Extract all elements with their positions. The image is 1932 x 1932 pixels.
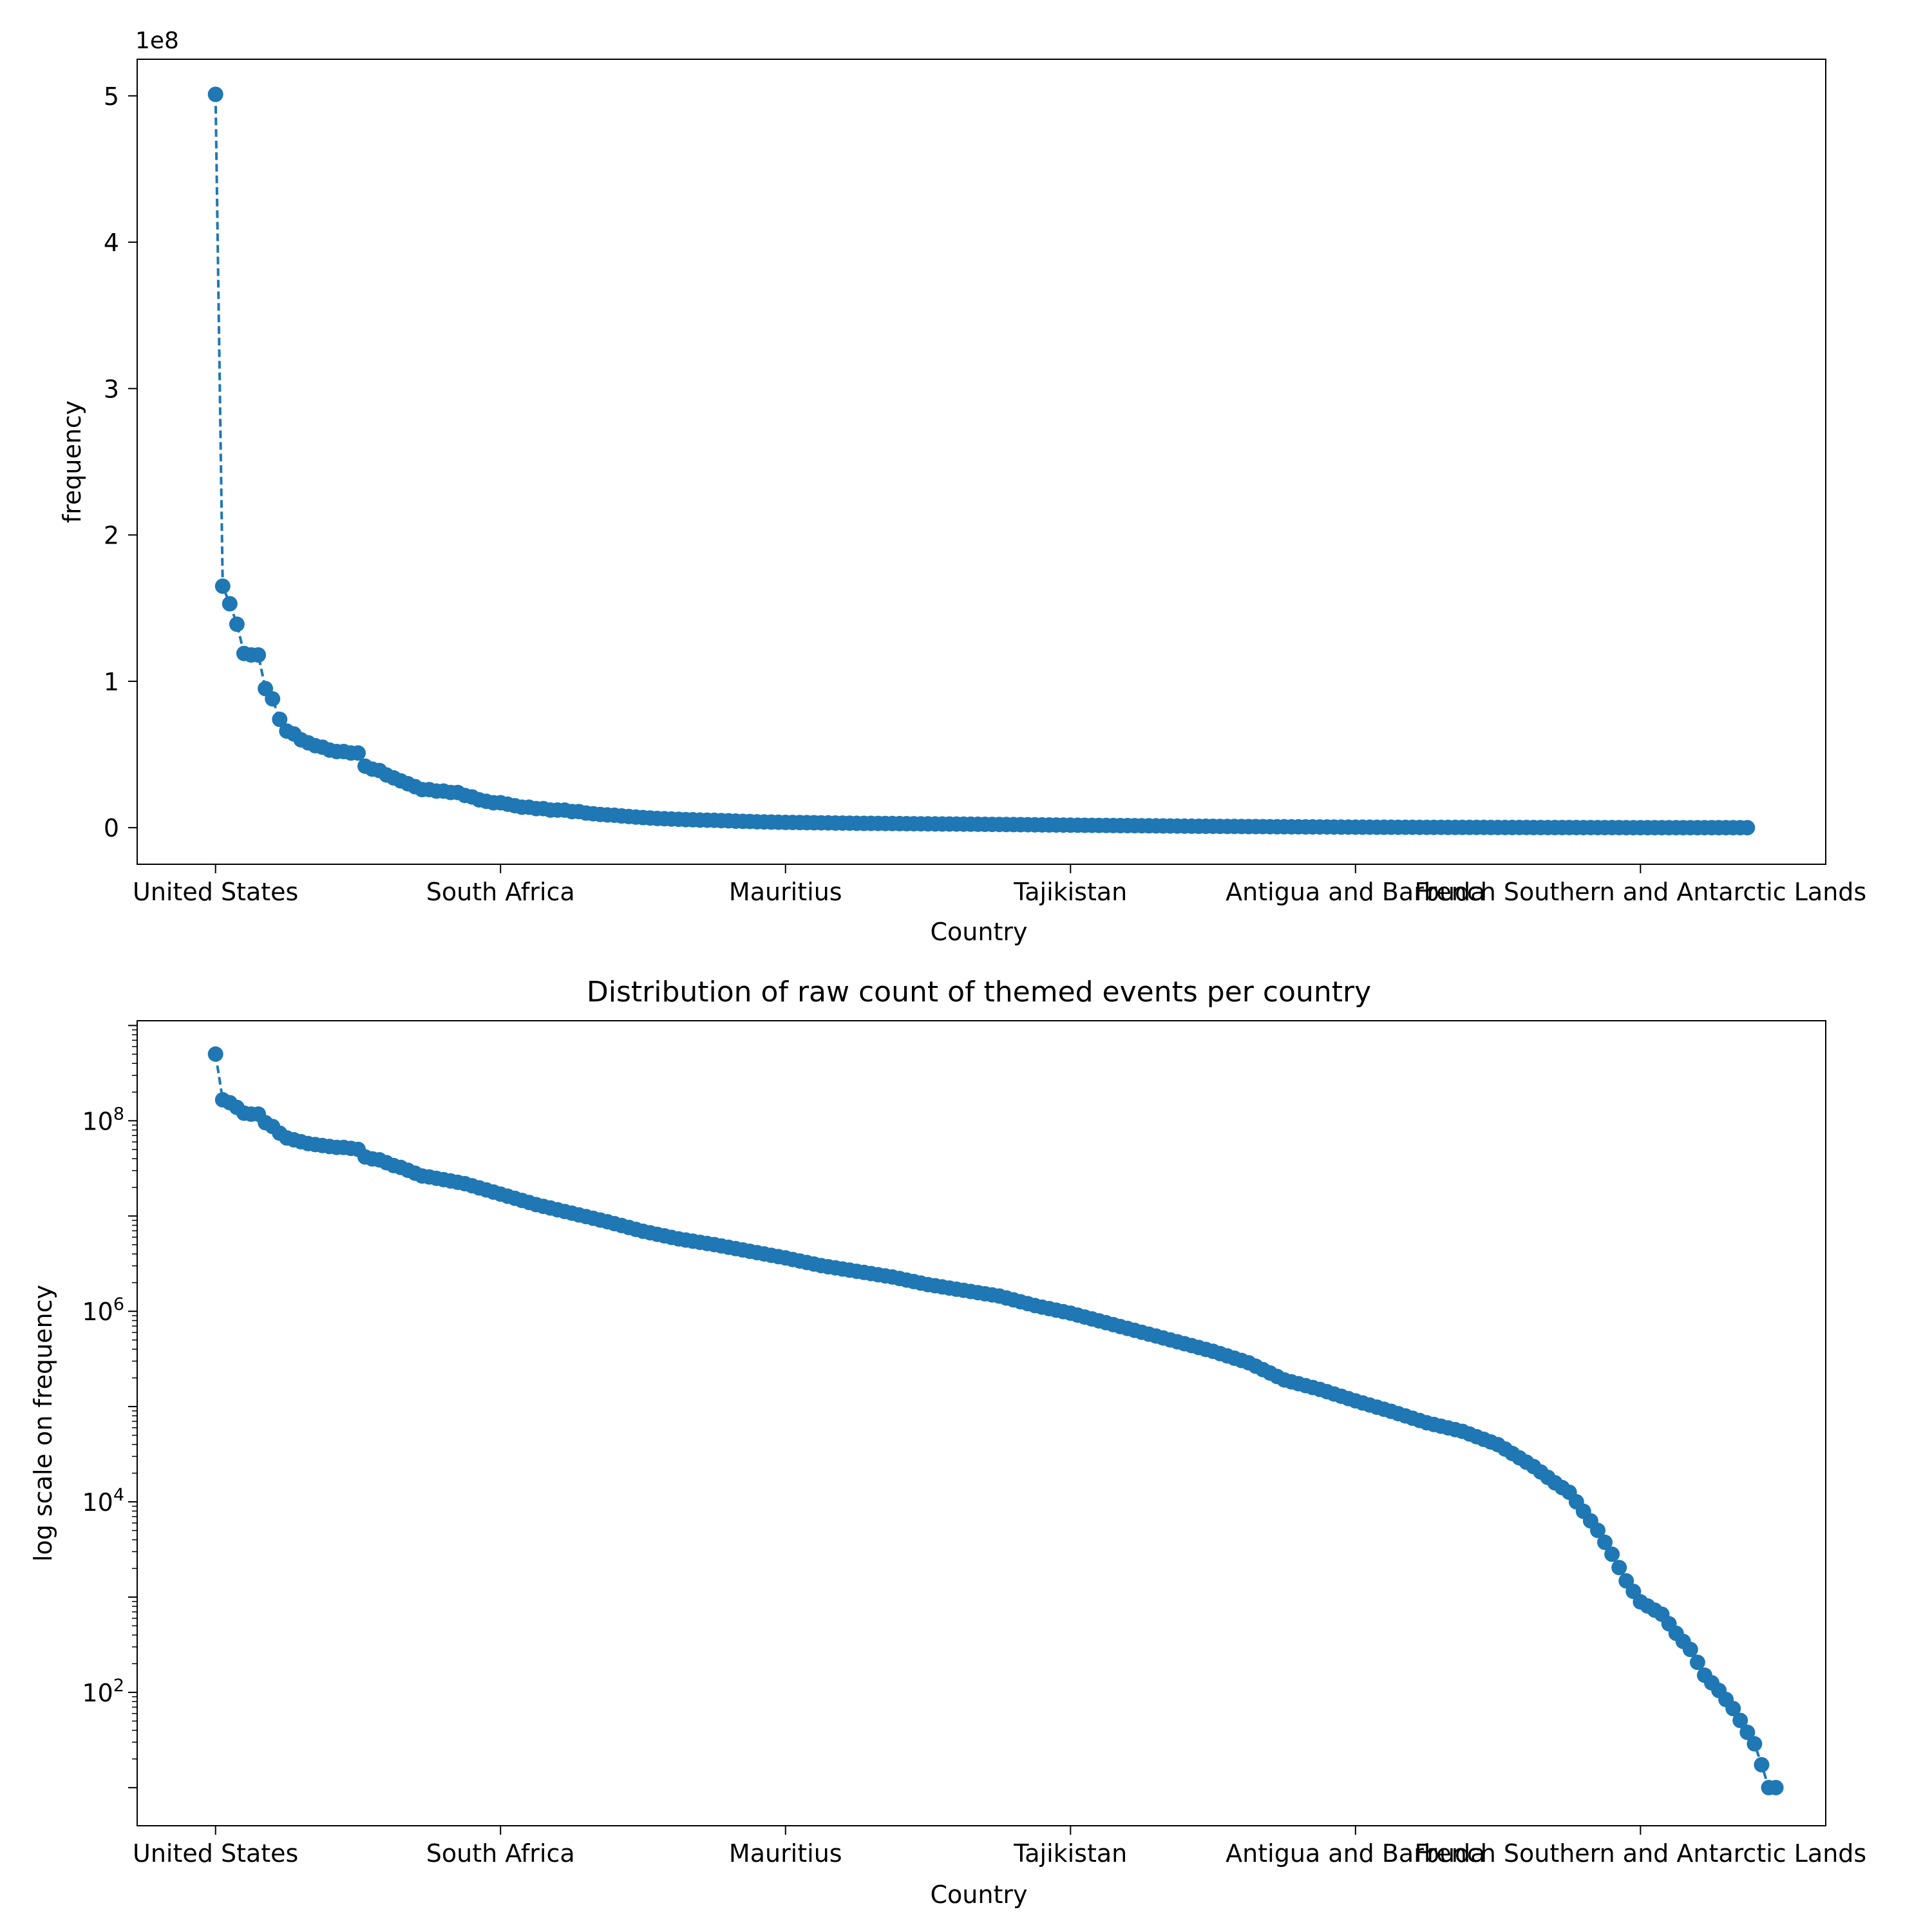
bottom-plot-frame bbox=[137, 1020, 1826, 1826]
top-series-markers bbox=[207, 86, 1756, 836]
y-tick-label: 0 bbox=[104, 814, 119, 842]
data-point bbox=[1725, 1701, 1741, 1716]
bottom-x-axis-label: Country bbox=[931, 1880, 1028, 1909]
data-point bbox=[229, 616, 245, 632]
y-tick-label: 1 bbox=[104, 668, 119, 696]
y-tick-label: 2 bbox=[104, 522, 119, 550]
x-tick-label: Antigua and Barbuda bbox=[1226, 878, 1485, 906]
y-tick-label: 5 bbox=[104, 82, 119, 111]
data-point bbox=[1732, 1712, 1748, 1728]
chart-linear-frequency: United States South Africa Mauritius Tajiki… bbox=[58, 28, 1866, 946]
x-tick-label: French Southern and Antarctic Lands bbox=[1414, 1839, 1866, 1868]
data-point bbox=[1689, 1654, 1705, 1671]
bottom-y-ticks: 102 104 106 108 bbox=[82, 1025, 137, 1788]
y-tick-label: 106 bbox=[82, 1294, 124, 1326]
x-tick-label: South Africa bbox=[426, 1839, 575, 1868]
top-y-ticks: 0 1 2 3 4 5 bbox=[104, 82, 137, 842]
x-tick-label: Tajikistan bbox=[1013, 1839, 1127, 1868]
top-x-axis-label: Country bbox=[931, 918, 1028, 946]
chart-log-frequency: Distribution of raw count of themed even… bbox=[29, 976, 1866, 1909]
y-tick-label: 108 bbox=[82, 1104, 124, 1135]
bottom-y-axis-label: log scale on frequency bbox=[29, 1285, 57, 1562]
data-point bbox=[1611, 1560, 1627, 1576]
bottom-chart-title: Distribution of raw count of themed even… bbox=[587, 976, 1371, 1009]
x-tick-label: Mauritius bbox=[729, 878, 842, 906]
data-point bbox=[1768, 1779, 1784, 1795]
top-offset-text: 1e8 bbox=[135, 28, 179, 54]
x-tick-label: United States bbox=[133, 1839, 298, 1868]
data-point bbox=[1604, 1546, 1620, 1562]
x-tick-label: French Southern and Antarctic Lands bbox=[1414, 878, 1866, 906]
y-tick-label: 102 bbox=[82, 1676, 124, 1707]
bottom-x-ticks: United States South Africa Mauritius Tajiki… bbox=[133, 1826, 1866, 1868]
data-point bbox=[1747, 1736, 1763, 1752]
data-point bbox=[1754, 1757, 1770, 1773]
y-tick-label: 3 bbox=[104, 375, 119, 403]
x-tick-label: Antigua and Barbuda bbox=[1226, 1839, 1485, 1868]
data-point bbox=[265, 691, 281, 707]
data-point bbox=[207, 86, 223, 102]
top-x-ticks: United States South Africa Mauritius Tajiki… bbox=[133, 864, 1866, 906]
bottom-series-markers bbox=[207, 1046, 1784, 1795]
data-point bbox=[251, 647, 267, 663]
data-point bbox=[207, 1046, 223, 1062]
data-point bbox=[350, 745, 366, 761]
top-plot-frame bbox=[137, 59, 1826, 865]
data-point bbox=[1597, 1534, 1613, 1550]
data-point bbox=[272, 712, 288, 727]
data-point bbox=[222, 596, 238, 612]
data-point bbox=[1739, 1725, 1756, 1740]
data-point bbox=[1682, 1642, 1698, 1658]
y-tick-label: 4 bbox=[104, 229, 119, 257]
x-tick-label: Tajikistan bbox=[1013, 878, 1127, 906]
y-tick-label: 104 bbox=[82, 1485, 124, 1517]
data-point bbox=[214, 578, 231, 594]
data-point bbox=[1739, 820, 1756, 836]
x-tick-label: South Africa bbox=[426, 878, 575, 906]
top-y-axis-label: frequency bbox=[58, 401, 86, 524]
x-tick-label: United States bbox=[133, 878, 298, 906]
x-tick-label: Mauritius bbox=[729, 1839, 842, 1868]
data-point bbox=[1590, 1522, 1605, 1539]
